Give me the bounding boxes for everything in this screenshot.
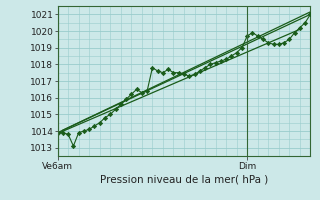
X-axis label: Pression niveau de la mer( hPa ): Pression niveau de la mer( hPa ) xyxy=(100,175,268,185)
